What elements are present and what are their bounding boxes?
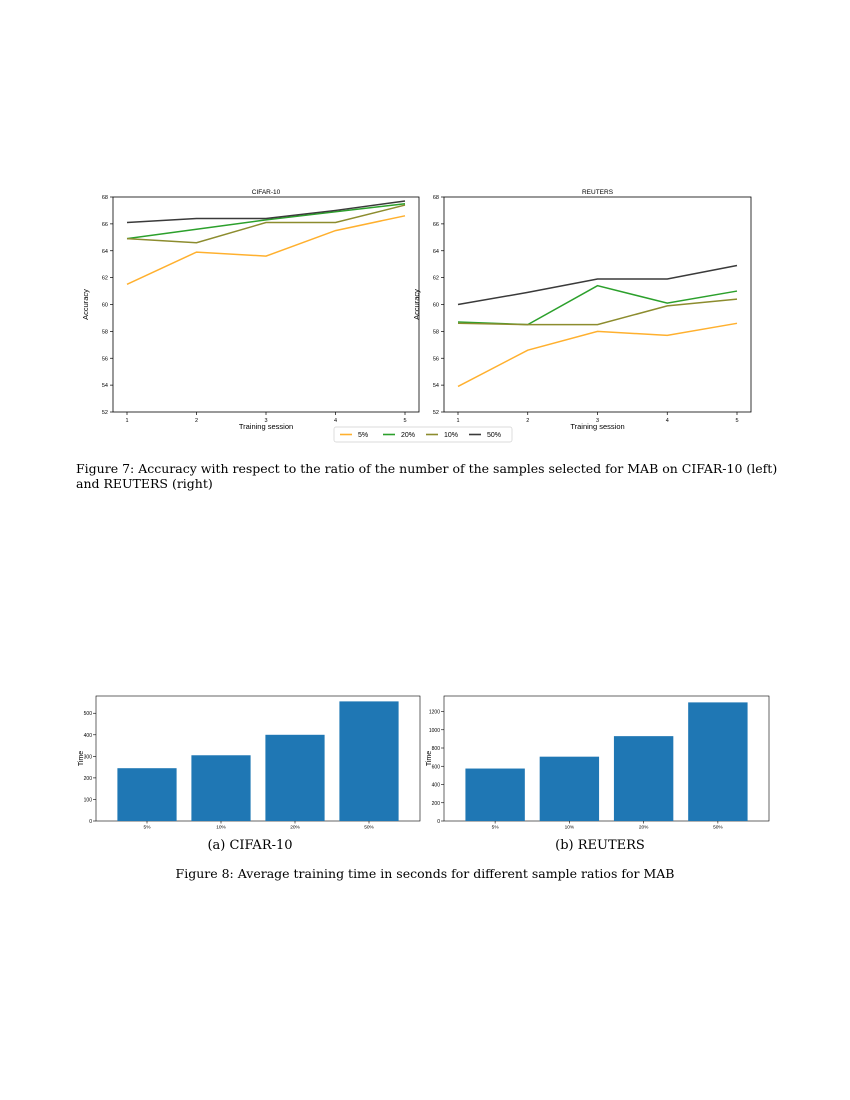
reuters-bar-xtick-label: 5% (492, 825, 500, 831)
legend-label: 50% (487, 432, 501, 439)
cifar10-bar-xtick-label: 50% (364, 825, 374, 831)
reuters-bar-ytick-label: 200 (432, 801, 441, 807)
cifar10-line-series-50pct (126, 200, 406, 224)
reuters-line-ytick-label: 52 (433, 410, 439, 416)
cifar10-line-ytick-label: 58 (102, 329, 108, 335)
cifar10-bar-bar-5pct (117, 768, 177, 821)
reuters-line-ytick-label: 60 (433, 303, 439, 309)
reuters-line-xtick-label: 3 (596, 418, 599, 424)
cifar10-line-series-5pct (126, 215, 406, 286)
reuters-bar-ylabel: Time (426, 751, 433, 766)
reuters-bar-bar-20pct (613, 736, 674, 821)
cifar10-line-title: CIFAR-10 (252, 189, 281, 196)
cifar10-line-ytick-label: 52 (102, 410, 108, 416)
cifar10-line-xtick-label: 1 (125, 418, 128, 424)
reuters-bar-xtick-label: 50% (713, 825, 723, 831)
reuters-line-ylabel: Accuracy (412, 289, 421, 320)
reuters-line-xtick-label: 2 (526, 418, 529, 424)
cifar10-bar-ytick-label: 100 (84, 797, 93, 803)
reuters-line-series-10pct (457, 298, 738, 326)
legend-label: 20% (401, 432, 415, 439)
cifar10-bar-ytick-label: 0 (89, 819, 92, 825)
cifar10-bar-ytick-label: 400 (84, 733, 93, 739)
cifar10-line-ytick-label: 54 (102, 383, 108, 389)
cifar10-line-xtick-label: 5 (403, 418, 406, 424)
reuters-line-series-5pct (457, 322, 738, 388)
cifar10-line-xlabel: Training session (239, 422, 293, 431)
legend-label: 5% (358, 432, 368, 439)
reuters-line-xlabel: Training session (570, 422, 624, 431)
reuters-bar-xtick-label: 20% (639, 825, 649, 831)
reuters-bar-ytick-label: 0 (437, 819, 440, 825)
reuters-line-ytick-label: 62 (433, 276, 439, 282)
cifar10-line-series-20pct (126, 202, 406, 240)
reuters-line-ytick-label: 64 (433, 249, 439, 255)
cifar10-line-ytick-label: 68 (102, 195, 108, 201)
cifar10-bar-xtick-label: 5% (144, 825, 152, 831)
reuters-line-ytick-label: 68 (433, 195, 439, 201)
cifar10-bar-bar-50pct (339, 701, 399, 821)
legend-label: 10% (444, 432, 458, 439)
reuters-line-xtick-label: 1 (456, 418, 459, 424)
reuters-line-xtick-label: 4 (666, 418, 669, 424)
cifar10-line-ytick-label: 62 (102, 276, 108, 282)
reuters-bar-bar-10pct (539, 756, 600, 821)
cifar10-bar-xtick-label: 20% (290, 825, 300, 831)
reuters-line-series-50pct (457, 264, 738, 306)
reuters-bar-bar-50pct (688, 702, 748, 821)
cifar10-bar-bar-10pct (191, 755, 251, 821)
reuters-line-ytick-label: 56 (433, 356, 439, 362)
reuters-line-xtick-label: 5 (735, 418, 738, 424)
reuters-line-ytick-label: 54 (433, 383, 439, 389)
cifar10-bar-ytick-label: 300 (84, 754, 93, 760)
cifar10-line-ytick-label: 60 (102, 303, 108, 309)
cifar10-line-ytick-label: 56 (102, 356, 108, 362)
cifar10-line-series-10pct (126, 204, 406, 244)
figure8-caption: Figure 8: Average training time in secon… (175, 866, 675, 881)
cifar10-line-ytick-label: 64 (102, 249, 108, 255)
figure7-caption: Figure 7: Accuracy with respect to the r… (76, 461, 778, 491)
legend-frame (333, 426, 513, 443)
cifar10-bar-xtick-label: 10% (216, 825, 226, 831)
cifar10-bar-ylabel: Time (78, 751, 85, 766)
figure8-subcaption-b: (b) REUTERS (555, 838, 645, 853)
cifar10-line-xtick-label: 4 (334, 418, 337, 424)
cifar10-bar-bar-20pct (265, 734, 325, 821)
reuters-bar-ytick-label: 800 (432, 746, 441, 752)
cifar10-bar-ytick-label: 200 (84, 776, 93, 782)
cifar10-bar-plot-frame (95, 695, 421, 822)
reuters-bar-ytick-label: 400 (432, 783, 441, 789)
reuters-line-ytick-label: 66 (433, 222, 439, 228)
reuters-bar-ytick-label: 1000 (429, 728, 440, 734)
cifar10-bar-ytick-label: 500 (84, 711, 93, 717)
reuters-line-ytick-label: 58 (433, 329, 439, 335)
cifar10-line-xtick-label: 2 (195, 418, 198, 424)
cifar10-line-ylabel: Accuracy (81, 289, 90, 320)
reuters-bar-ytick-label: 600 (432, 764, 441, 770)
reuters-bar-bar-5pct (465, 768, 525, 821)
figure8-subcaption-a: (a) CIFAR-10 (207, 838, 293, 853)
reuters-bar-xtick-label: 10% (565, 825, 575, 831)
reuters-line-title: REUTERS (582, 189, 614, 196)
reuters-bar-ytick-label: 1200 (429, 710, 440, 716)
reuters-bar-plot-frame (443, 695, 770, 822)
cifar10-line-ytick-label: 66 (102, 222, 108, 228)
cifar10-line-xtick-label: 3 (264, 418, 267, 424)
